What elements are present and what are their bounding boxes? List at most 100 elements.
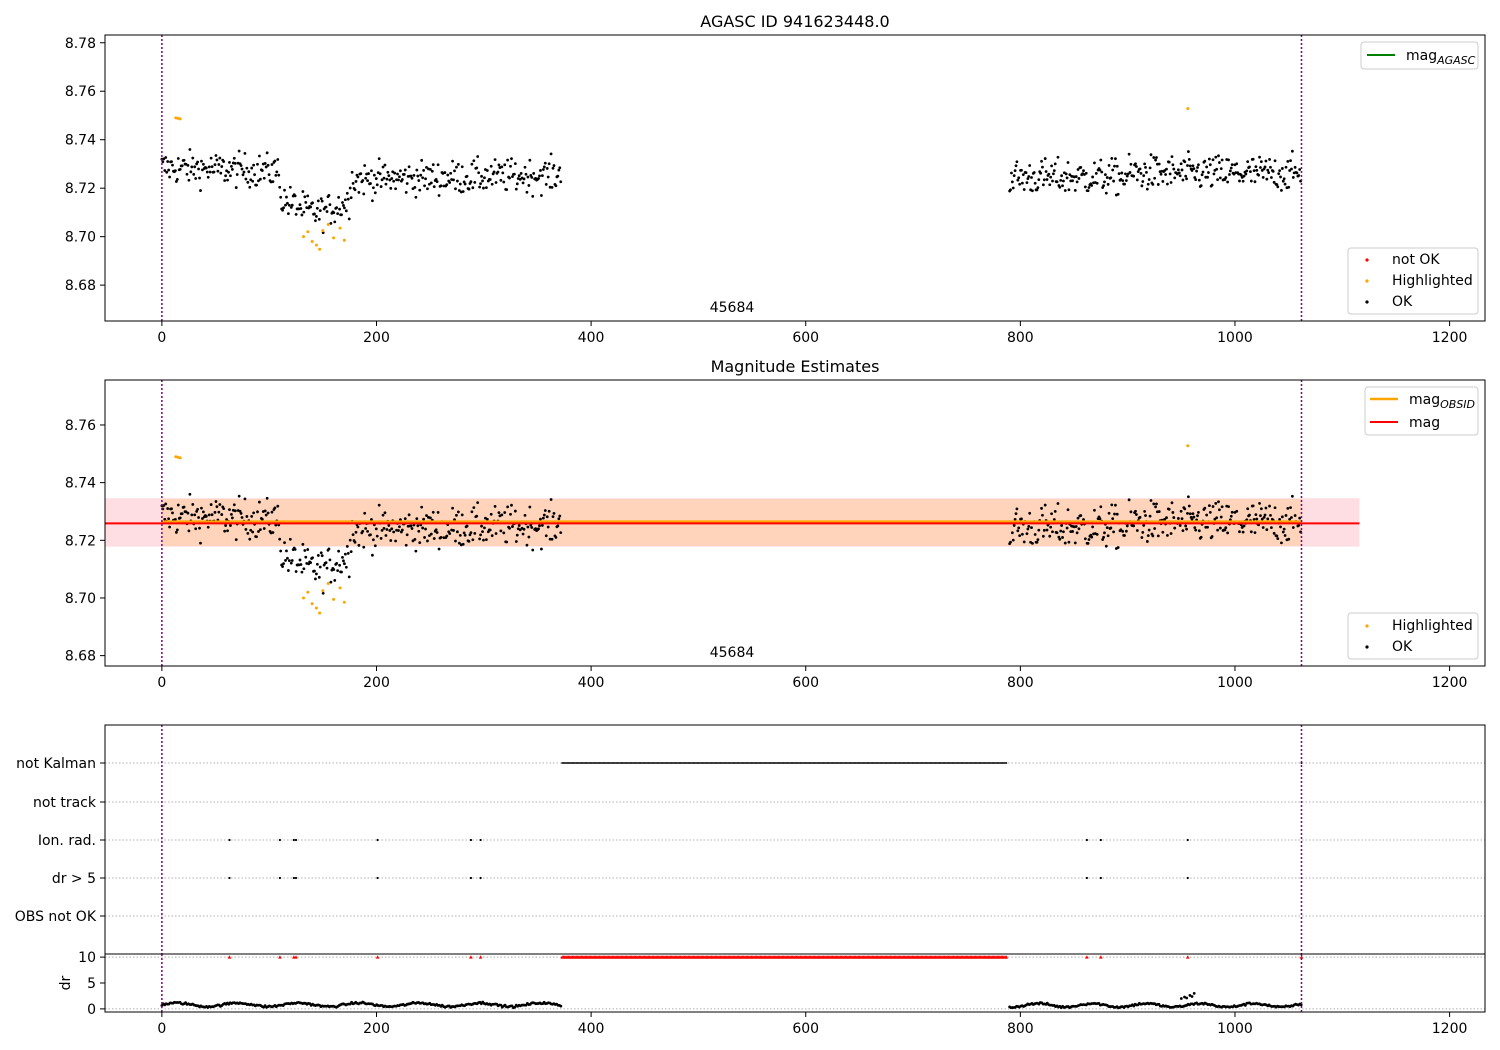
ok-point — [1047, 172, 1051, 176]
ok-point — [1245, 169, 1249, 173]
ok-point — [496, 170, 500, 174]
ok-point — [1167, 507, 1171, 511]
ok-point — [217, 510, 221, 514]
ok-point — [430, 169, 434, 173]
ok-point — [1197, 511, 1200, 514]
ok-point — [348, 186, 352, 190]
ok-point — [509, 164, 512, 168]
ok-point — [1199, 535, 1203, 539]
not-kalman-point — [803, 762, 806, 764]
ok-point — [1254, 165, 1258, 168]
ok-point — [1258, 155, 1261, 159]
ok-point — [500, 513, 504, 517]
ok-point — [279, 549, 283, 553]
ok-point — [383, 163, 387, 167]
ok-point — [1152, 502, 1156, 506]
ok-point — [1100, 170, 1104, 174]
ok-point — [288, 185, 292, 189]
ok-point — [287, 203, 291, 207]
ok-point — [1276, 185, 1280, 189]
not-kalman-point — [687, 762, 690, 764]
not-kalman-point — [742, 762, 745, 764]
legend-marker-highlighted — [1365, 279, 1369, 283]
not-kalman-point — [943, 762, 946, 764]
not-kalman-point — [675, 762, 678, 764]
ok-point — [510, 157, 513, 161]
not-kalman-point — [571, 762, 574, 764]
not-kalman-point — [611, 762, 614, 764]
ok-point — [428, 516, 432, 520]
not-kalman-point — [912, 762, 915, 764]
ok-point — [460, 165, 464, 169]
ok-point — [1083, 185, 1087, 189]
ok-point — [247, 170, 251, 174]
ok-point — [1033, 181, 1037, 185]
not-kalman-point — [610, 762, 612, 764]
ok-point — [505, 188, 509, 192]
not-kalman-point — [840, 762, 843, 764]
not-kalman-point — [939, 762, 942, 764]
ok-point — [1103, 173, 1107, 177]
ok-point — [1267, 171, 1271, 174]
ok-point — [1079, 165, 1083, 169]
ok-point — [1051, 530, 1054, 534]
ok-point — [1190, 517, 1194, 521]
not-kalman-point — [897, 762, 900, 764]
ok-point — [324, 205, 328, 209]
ok-point — [1086, 541, 1090, 545]
ok-point — [250, 514, 254, 518]
ok-point — [321, 591, 325, 595]
ok-point — [537, 527, 540, 531]
ok-point — [1290, 494, 1294, 498]
dr-point — [1179, 997, 1183, 1000]
highlighted-point — [326, 223, 330, 227]
ok-point — [1165, 167, 1168, 171]
not-kalman-point — [683, 762, 686, 764]
ok-point — [421, 526, 425, 530]
not-kalman-point — [890, 762, 893, 764]
ok-point — [456, 179, 459, 183]
ok-point — [245, 515, 249, 518]
ok-point — [554, 184, 558, 188]
ok-point — [356, 175, 360, 179]
ok-point — [1220, 505, 1224, 509]
dr-clipped-marker — [1004, 955, 1009, 959]
ok-point — [1075, 531, 1079, 535]
not-kalman-point — [894, 762, 897, 764]
ok-point — [424, 527, 427, 531]
ok-point — [1186, 164, 1189, 167]
ok-point — [471, 186, 475, 190]
ok-point — [345, 191, 349, 195]
not-kalman-point — [920, 762, 923, 764]
dr-gt-5-point — [1099, 876, 1102, 880]
not-kalman-point — [706, 762, 709, 764]
ok-point — [258, 528, 262, 532]
not-kalman-point — [773, 762, 776, 764]
ok-point — [1061, 184, 1064, 188]
ok-point — [557, 168, 561, 172]
ok-point — [1251, 157, 1255, 161]
ok-point — [178, 167, 182, 171]
not-kalman-point — [638, 762, 641, 764]
ok-point — [283, 188, 286, 192]
ok-point — [1020, 532, 1024, 536]
ok-point — [1099, 505, 1103, 509]
ok-point — [449, 171, 453, 175]
ok-point — [517, 174, 521, 178]
ok-point — [382, 526, 386, 530]
x-tick-label: 400 — [578, 675, 605, 691]
dr-gt-5-point — [376, 876, 379, 880]
ok-point — [294, 212, 298, 216]
ok-point — [237, 494, 241, 498]
x-tick-label: 400 — [578, 1021, 605, 1037]
not-kalman-point — [665, 762, 668, 764]
x-tick-label: 200 — [363, 1021, 390, 1037]
ok-point — [174, 530, 178, 534]
ok-point — [527, 535, 531, 539]
not-kalman-point — [567, 762, 570, 764]
not-kalman-point — [576, 762, 579, 764]
ok-point — [1187, 504, 1191, 508]
ok-point — [1252, 169, 1256, 173]
ok-point — [393, 171, 397, 175]
